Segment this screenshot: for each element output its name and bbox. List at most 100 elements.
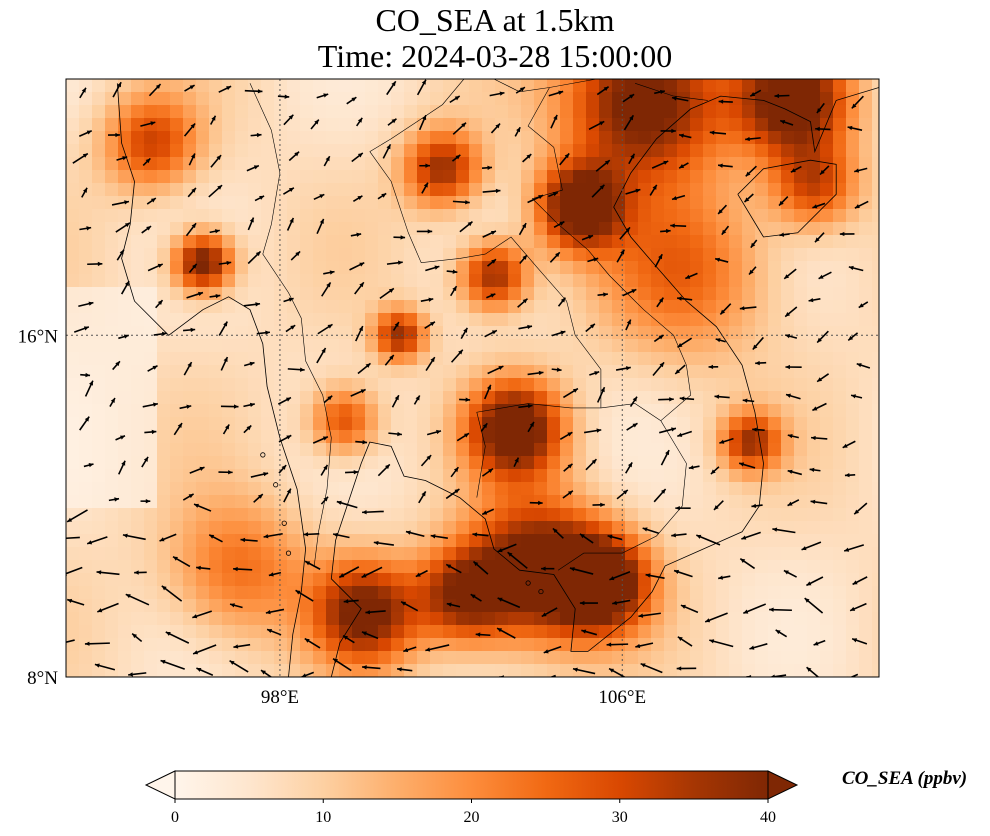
field-cell	[716, 157, 730, 171]
field-cell	[794, 365, 808, 379]
field-cell	[755, 560, 769, 574]
wind-arrow	[405, 530, 425, 537]
field-cell	[534, 378, 548, 392]
field-cell	[573, 521, 587, 535]
field-cell	[573, 313, 587, 327]
field-cell	[157, 417, 171, 431]
field-cell	[261, 560, 275, 574]
field-cell	[846, 300, 860, 314]
field-cell	[378, 456, 392, 470]
field-cell	[404, 235, 418, 249]
field-cell	[378, 469, 392, 483]
wind-arrow	[497, 543, 517, 553]
field-cell	[105, 144, 119, 158]
field-cell	[209, 664, 223, 677]
wind-arrow	[677, 430, 693, 438]
field-cell	[859, 378, 873, 392]
field-cell	[131, 456, 145, 470]
field-cell	[196, 79, 210, 93]
field-cell	[365, 261, 379, 275]
field-cell	[508, 365, 522, 379]
field-cell	[729, 261, 743, 275]
field-cell	[378, 638, 392, 652]
field-cell	[118, 495, 132, 509]
field-cell	[508, 222, 522, 236]
field-cell	[235, 300, 249, 314]
field-cell	[378, 651, 392, 665]
field-cell	[716, 443, 730, 457]
field-cell	[690, 144, 704, 158]
wind-arrow	[220, 356, 229, 371]
field-cell	[79, 105, 93, 119]
field-cell	[131, 404, 145, 418]
field-cell	[833, 508, 847, 522]
field-cell	[105, 339, 119, 353]
field-cell	[430, 586, 444, 600]
field-cell	[235, 144, 249, 158]
field-cell	[235, 378, 249, 392]
field-cell	[326, 235, 340, 249]
field-cell	[118, 638, 132, 652]
field-cell	[820, 443, 834, 457]
field-cell	[482, 638, 496, 652]
field-cell	[300, 352, 314, 366]
field-cell	[209, 274, 223, 288]
field-cell	[287, 625, 301, 639]
field-cell	[183, 261, 197, 275]
field-cell	[131, 612, 145, 626]
wind-arrow	[426, 429, 442, 436]
field-cell	[313, 638, 327, 652]
field-cell	[144, 105, 158, 119]
field-cell	[339, 105, 353, 119]
field-cell	[469, 651, 483, 665]
field-cell	[378, 248, 392, 262]
wind-arrow	[717, 204, 728, 215]
field-cell	[313, 248, 327, 262]
field-cell	[131, 352, 145, 366]
field-cell	[352, 586, 366, 600]
field-cell	[651, 625, 665, 639]
field-cell	[781, 131, 795, 145]
field-cell	[248, 560, 262, 574]
field-cell	[92, 157, 106, 171]
field-cell	[456, 573, 470, 587]
field-cell	[521, 352, 535, 366]
wind-arrow	[147, 365, 158, 372]
field-cell	[365, 378, 379, 392]
field-cell	[872, 118, 879, 132]
field-cell	[547, 105, 561, 119]
field-cell	[508, 404, 522, 418]
field-cell	[443, 417, 457, 431]
field-cell	[625, 638, 639, 652]
colorbar: 0 10 20 30 40	[144, 770, 799, 826]
field-cell	[170, 92, 184, 106]
field-cell	[807, 222, 821, 236]
country-border	[249, 83, 332, 566]
field-cell	[508, 131, 522, 145]
field-cell	[92, 443, 106, 457]
wind-arrow	[321, 281, 332, 297]
field-cell	[508, 274, 522, 288]
field-cell	[170, 183, 184, 197]
field-cell	[79, 404, 93, 418]
field-cell	[391, 612, 405, 626]
field-cell	[287, 261, 301, 275]
field-cell	[170, 521, 184, 535]
field-cell	[560, 313, 574, 327]
field-cell	[638, 287, 652, 301]
island	[281, 520, 287, 526]
wind-arrow	[847, 125, 863, 131]
field-cell	[482, 79, 496, 93]
field-cell	[508, 248, 522, 262]
field-cell	[677, 573, 691, 587]
field-cell	[534, 664, 548, 677]
field-cell	[339, 547, 353, 561]
field-cell	[222, 404, 236, 418]
field-cell	[729, 196, 743, 210]
field-cell	[872, 144, 879, 158]
field-cell	[833, 79, 847, 93]
field-cell	[664, 651, 678, 665]
field-cell	[586, 274, 600, 288]
field-cell	[92, 495, 106, 509]
field-cell	[521, 274, 535, 288]
